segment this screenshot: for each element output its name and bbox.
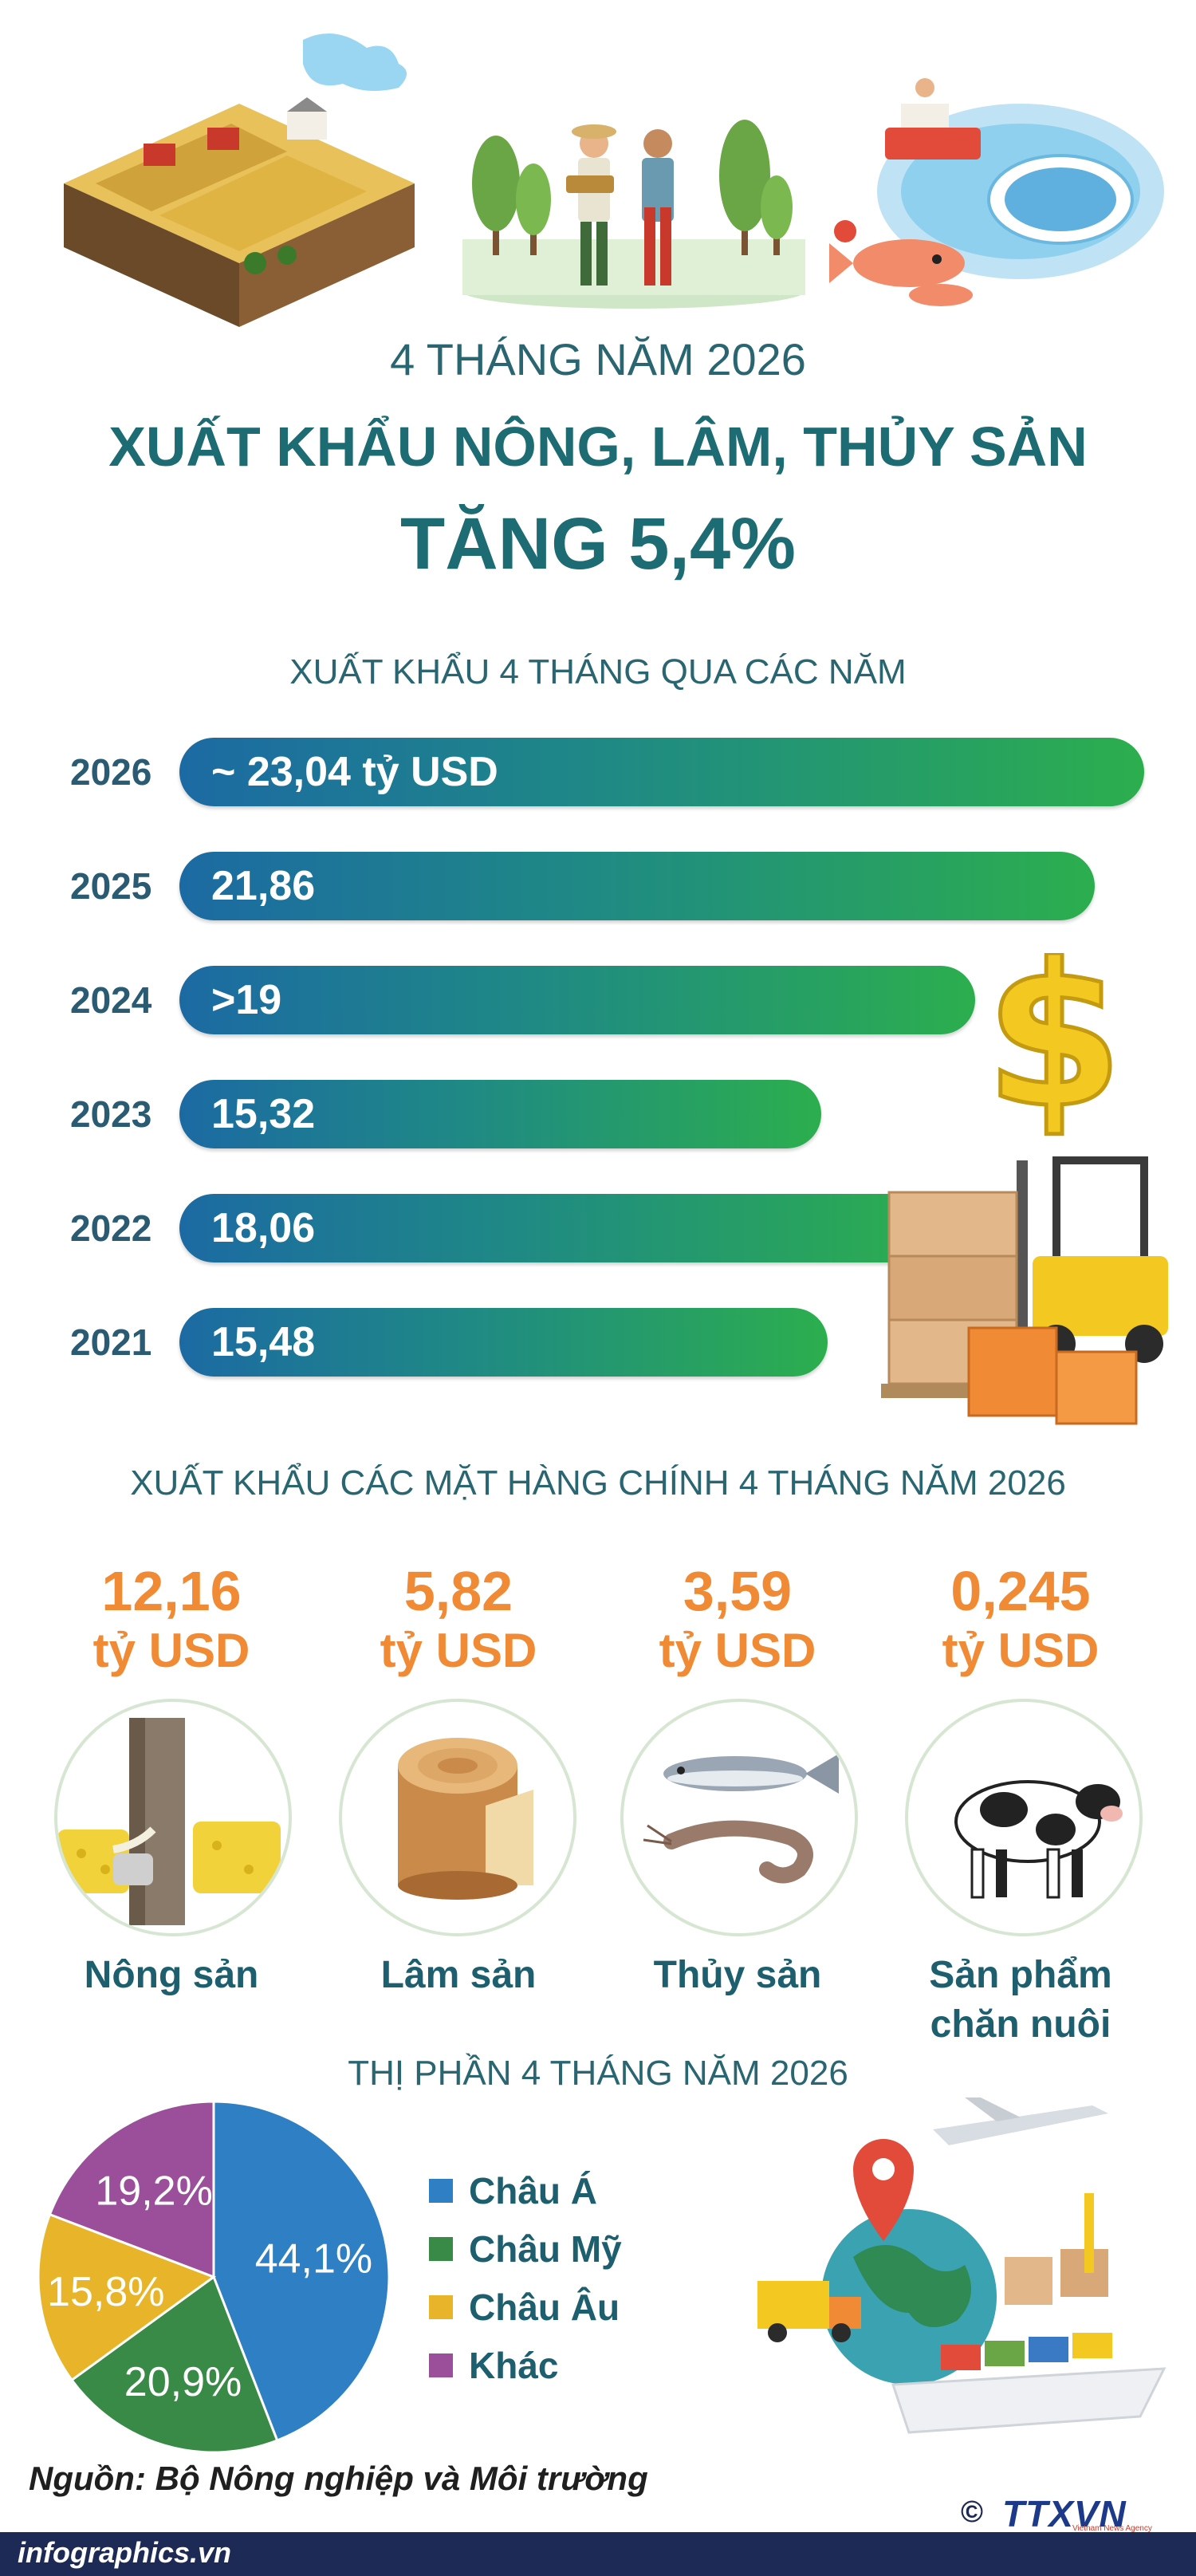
fish-shrimp-icon: [620, 1699, 858, 1936]
bar-value-label: >19: [211, 977, 282, 1023]
bar-value-label: 18,06: [211, 1205, 316, 1251]
bar-value-label: 21,86: [211, 863, 316, 909]
copyright-mark: ©: [961, 2495, 983, 2529]
legend-label: Châu Á: [469, 2170, 597, 2212]
product-name: Sản phẩm chăn nuôi: [929, 1954, 1112, 2046]
product-name: Thủy sản: [653, 1954, 822, 1996]
fishery-illustration: [829, 78, 1164, 306]
pie-slice-label: 20,9%: [124, 2359, 242, 2405]
wood-log-icon: [339, 1699, 576, 1936]
legend-item: Khác: [429, 2344, 558, 2392]
pie-slice-label: 44,1%: [255, 2235, 372, 2282]
farm-illustration: [64, 33, 415, 327]
export-bar: 18,06: [179, 1194, 935, 1262]
brand-logo: © TTXVN Vietnam News Agency: [961, 2492, 1184, 2535]
footer-site: infographics.vn: [18, 2536, 232, 2569]
product-value: 5,82: [403, 1560, 513, 1622]
bar-value-label: 15,48: [211, 1319, 316, 1365]
product-unit: tỷ USD: [92, 1624, 250, 1677]
product-value: 12,16: [101, 1560, 242, 1622]
brand-logo-text: TTXVN: [1002, 2493, 1127, 2535]
product-value: 0,245: [950, 1560, 1091, 1622]
pie-slice-label: 19,2%: [95, 2168, 212, 2214]
legend-label: Khác: [469, 2345, 559, 2386]
legend-item: Châu Âu: [429, 2286, 620, 2334]
export-bar: 15,48: [179, 1308, 828, 1377]
growth-headline: TĂNG 5,4%: [400, 503, 796, 585]
footer-bar: [0, 2532, 1196, 2576]
legend-swatch: [429, 2353, 453, 2377]
market-share-pie: 44,1% 20,9% 15,8% 19,2%: [37, 2100, 391, 2454]
svg-text:$: $: [985, 953, 1123, 1152]
product-value: 3,59: [683, 1560, 793, 1622]
product-unit: tỷ USD: [659, 1624, 816, 1677]
period-subtitle: 4 THÁNG NĂM 2026: [390, 334, 806, 384]
product-unit: tỷ USD: [380, 1624, 537, 1677]
logistics-illustration: [757, 2097, 1166, 2434]
year-label: 2021: [70, 1321, 152, 1363]
pie-slice: [48, 2100, 215, 2279]
pie-slice: [212, 2100, 391, 2442]
rubber-latex-icon: [54, 1699, 292, 1936]
legend-swatch: [429, 2178, 453, 2203]
pie-slice: [37, 2212, 217, 2382]
product-name: Nông sản: [84, 1954, 259, 1996]
cow-icon: [905, 1699, 1143, 1936]
export-bar: >19: [179, 966, 975, 1034]
year-label: 2022: [70, 1207, 152, 1249]
legend-item: Châu Mỹ: [429, 2227, 622, 2275]
farmers-illustration: [462, 120, 805, 309]
legend-item: Châu Á: [429, 2169, 597, 2217]
year-label: 2025: [70, 865, 152, 907]
year-label: 2024: [70, 979, 152, 1021]
bars-section-title: XUẤT KHẨU 4 THÁNG QUA CÁC NĂM: [289, 652, 907, 691]
year-label: 2023: [70, 1093, 152, 1135]
bar-value-label: 15,32: [211, 1091, 316, 1137]
pie-section-title: THỊ PHẦN 4 THÁNG NĂM 2026: [348, 2054, 848, 2093]
product-unit: tỷ USD: [942, 1624, 1100, 1677]
pie-slice: [69, 2275, 279, 2454]
export-bar: ~ 23,04 tỷ USD: [179, 738, 1144, 806]
year-label: 2026: [70, 751, 152, 793]
forklift-money-illustration: $: [881, 953, 1168, 1425]
legend-label: Châu Âu: [469, 2286, 620, 2328]
export-bar: 15,32: [179, 1080, 821, 1148]
legend-swatch: [429, 2294, 453, 2319]
bar-value-label: ~ 23,04 tỷ USD: [211, 749, 498, 795]
legend-swatch: [429, 2236, 453, 2261]
source-note: Nguồn: Bộ Nông nghiệp và Môi trường: [29, 2460, 648, 2497]
pie-slice-label: 15,8%: [47, 2269, 164, 2315]
headline: XUẤT KHẨU NÔNG, LÂM, THỦY SẢN: [108, 416, 1088, 478]
product-name: Lâm sản: [380, 1954, 537, 1996]
products-section-title: XUẤT KHẨU CÁC MẶT HÀNG CHÍNH 4 THÁNG NĂM…: [130, 1463, 1066, 1503]
legend-label: Châu Mỹ: [469, 2228, 622, 2270]
brand-logo-subtext: Vietnam News Agency: [1072, 2524, 1152, 2533]
export-bar: 21,86: [179, 852, 1095, 920]
